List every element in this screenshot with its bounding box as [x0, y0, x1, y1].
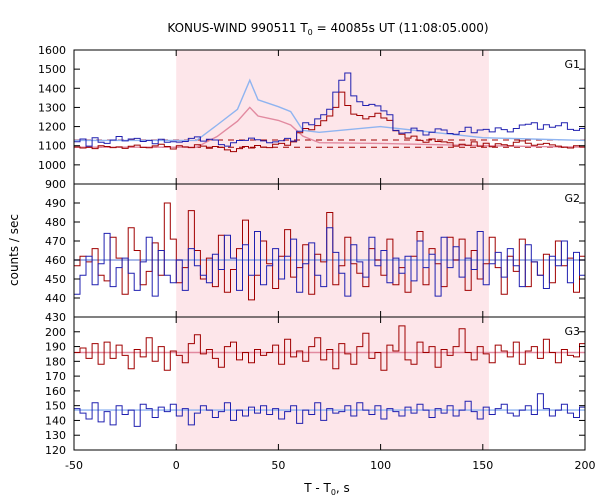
y-tick-label: 1000 [38, 159, 66, 172]
y-tick-label: 180 [45, 355, 66, 368]
y-tick-label: 440 [45, 292, 66, 305]
series-blue [74, 227, 585, 297]
x-axis-label: T - T0, s [303, 481, 350, 497]
y-tick-label: 1600 [38, 44, 66, 57]
y-tick-label: 1300 [38, 101, 66, 114]
shaded-interval [176, 50, 489, 184]
y-axis-label: counts / sec [7, 214, 21, 286]
y-tick-label: 190 [45, 341, 66, 354]
x-tick-label: 150 [472, 459, 493, 472]
y-tick-label: 900 [45, 178, 66, 191]
y-tick-label: 1200 [38, 121, 66, 134]
y-tick-label: 1400 [38, 82, 66, 95]
panel-frame [73, 316, 586, 451]
series-blue [74, 393, 585, 427]
y-tick-label: 1100 [38, 140, 66, 153]
x-tick-label: 200 [575, 459, 596, 472]
series-red [74, 91, 585, 153]
y-tick-label: 430 [45, 311, 66, 324]
x-tick-label: 100 [370, 459, 391, 472]
y-tick-label: 490 [45, 197, 66, 210]
panel-label: G1 [564, 58, 580, 71]
y-tick-label: 460 [45, 254, 66, 267]
shaded-interval [176, 317, 489, 450]
y-tick-label: 450 [45, 273, 66, 286]
panel-g2: 430 440 450 460 470 480 490 G2 [45, 183, 586, 324]
x-tick-label: 0 [173, 459, 180, 472]
fit-line-red [74, 106, 586, 148]
x-tick-label: -50 [65, 459, 83, 472]
y-tick-label: 170 [45, 370, 66, 383]
series-blue [74, 72, 585, 147]
series-red [74, 325, 585, 371]
panel-label: G3 [564, 325, 580, 338]
y-tick-label: 120 [45, 444, 66, 457]
chart-title: KONUS-WIND 990511 T0 = 40085s UT (11:08:… [167, 21, 488, 37]
y-tick-label: 200 [45, 326, 66, 339]
y-tick-label: 160 [45, 385, 66, 398]
panel-label: G2 [564, 192, 580, 205]
y-tick-label: 1500 [38, 63, 66, 76]
panel-g1: 900 1000 1100 1200 1300 1400 1500 1600 G1 [38, 44, 586, 191]
plot-panels: 9001000110012001300140015001600G14304404… [38, 44, 596, 472]
y-tick-label: 150 [45, 400, 66, 413]
y-tick-label: 130 [45, 429, 66, 442]
y-tick-label: 470 [45, 235, 66, 248]
fit-line-blue [74, 78, 586, 142]
x-tick-label: 50 [271, 459, 285, 472]
y-tick-label: 140 [45, 414, 66, 427]
y-tick-label: 480 [45, 216, 66, 229]
